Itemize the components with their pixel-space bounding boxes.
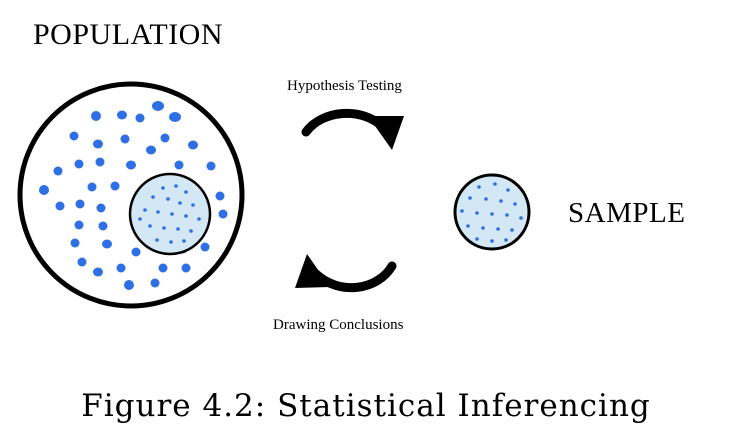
sample-dot: [466, 224, 470, 228]
population-dot: [169, 112, 181, 122]
population-dot: [152, 101, 164, 111]
sample-label: SAMPLE: [568, 197, 686, 229]
population-dot: [95, 157, 105, 167]
population-dot: [55, 201, 65, 211]
drawing-conclusions-label: Drawing Conclusions: [273, 317, 404, 333]
sample-dot: [477, 185, 481, 189]
curved-arrow-left-icon: [295, 254, 397, 293]
population-dot: [110, 181, 120, 191]
sample-dot: [468, 196, 472, 200]
sample-dot: [484, 197, 488, 201]
population-dot: [69, 131, 79, 141]
inner-sample-dot: [161, 186, 165, 190]
inner-sample-dot: [197, 217, 201, 221]
sample-dot: [496, 227, 500, 231]
inner-sample-dot: [169, 240, 173, 244]
population-dot: [206, 161, 216, 171]
population-dot: [150, 278, 160, 288]
population-dot: [116, 263, 126, 273]
inner-sample-dot: [143, 208, 147, 212]
sample-dot: [510, 228, 514, 232]
inner-sample-dot: [155, 238, 159, 242]
population-dot: [174, 160, 184, 170]
inner-sample-dot: [138, 217, 142, 221]
population-dot: [93, 267, 103, 277]
population-dot: [126, 160, 136, 170]
sample-dots: [460, 182, 523, 243]
population-dot: [75, 199, 85, 209]
sample-dot: [499, 199, 503, 203]
sample-dot: [490, 239, 494, 243]
inner-sample-dot: [189, 229, 193, 233]
population-dot: [120, 134, 130, 144]
population-dot: [131, 247, 141, 257]
population-dot: [74, 220, 84, 230]
sample-dot: [513, 202, 517, 206]
curved-arrow-right-icon: [301, 109, 404, 150]
population-dot: [102, 239, 112, 249]
inner-sample-dots: [138, 184, 201, 244]
sample-dot: [506, 188, 510, 192]
population-circle: [17, 81, 245, 309]
population-dot: [70, 238, 80, 248]
population-dot: [96, 203, 106, 213]
inner-sample-dot: [166, 197, 170, 201]
population-dot: [218, 209, 228, 219]
population-dot: [87, 182, 97, 192]
population-dot: [98, 221, 108, 231]
population-dot: [200, 242, 210, 252]
inner-sample-dot: [148, 224, 152, 228]
inner-sample-dot: [184, 190, 188, 194]
sample-dot: [481, 226, 485, 230]
population-dots: [39, 101, 228, 290]
inner-sample-dot: [178, 201, 182, 205]
inner-sample-dot: [174, 184, 178, 188]
sample-dot: [493, 182, 497, 186]
population-dot: [181, 263, 191, 273]
population-dot: [74, 159, 84, 169]
inner-sample-dot: [176, 227, 180, 231]
inner-sample-dot: [162, 226, 166, 230]
inner-sample-dot: [191, 203, 195, 207]
sample-dot: [475, 237, 479, 241]
inner-sample-circle: [128, 172, 212, 256]
population-dot: [146, 145, 156, 155]
population-dot: [188, 140, 198, 150]
population-dot: [160, 133, 170, 143]
population-dot: [215, 191, 225, 201]
inner-sample-dot: [151, 195, 155, 199]
population-dot: [93, 139, 103, 149]
sample-dot: [519, 216, 523, 220]
sample-dot: [460, 209, 464, 213]
hypothesis-testing-label: Hypothesis Testing: [287, 78, 402, 94]
population-label: POPULATION: [33, 18, 224, 51]
population-dot: [53, 166, 63, 176]
inner-sample-dot: [156, 210, 160, 214]
population-dot: [117, 110, 127, 120]
inner-sample-dot: [170, 212, 174, 216]
population-dot: [158, 263, 168, 273]
sample-dot: [504, 238, 508, 242]
sample-circle: [453, 173, 531, 251]
inner-sample-dot: [184, 214, 188, 218]
sample-dot: [490, 212, 494, 216]
population-dot: [124, 280, 134, 290]
population-dot: [91, 111, 101, 121]
sample-dot: [475, 211, 479, 215]
figure-caption: Figure 4.2: Statistical Inferencing: [81, 388, 651, 424]
population-dot: [39, 185, 49, 195]
population-dot: [77, 257, 87, 267]
sample-dot: [505, 213, 509, 217]
population-dot: [135, 113, 145, 123]
inner-sample-dot: [182, 239, 186, 243]
